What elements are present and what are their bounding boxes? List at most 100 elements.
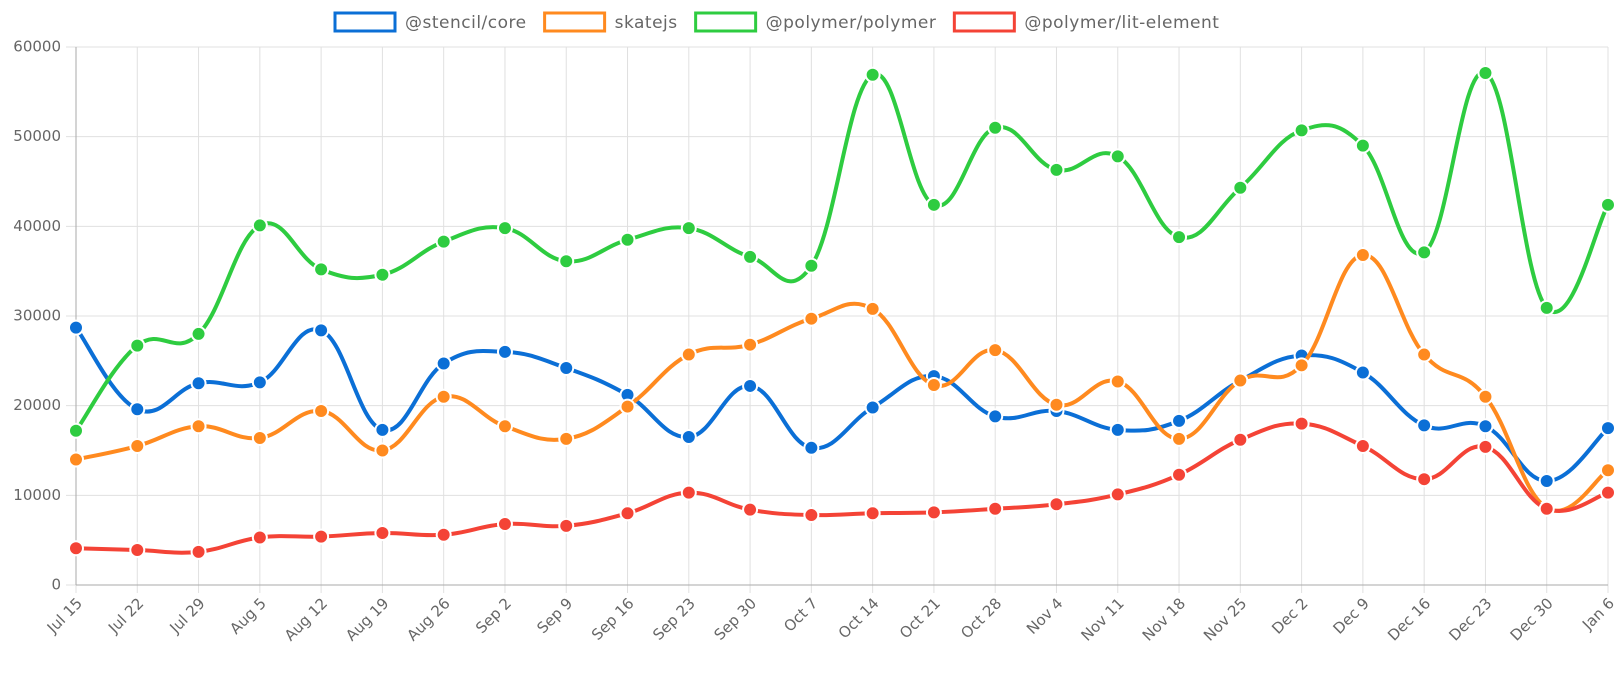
point [1109,486,1126,503]
point [558,430,575,447]
y-tick-label: 0 [51,576,61,594]
x-tick-label: Oct 21 [896,594,944,642]
legend-label: @stencil/core [405,13,527,33]
point [987,500,1004,517]
x-tick-label: Jul 29 [165,594,208,637]
point [1538,500,1555,517]
point [1416,346,1433,363]
x-tick-label: Dec 2 [1268,594,1311,637]
point [190,418,207,435]
x-tick-label: Oct 28 [957,594,1005,642]
point [496,418,513,435]
point [1354,364,1371,381]
x-tick-label: Oct 14 [835,594,883,642]
legend-label: skatejs [615,13,678,33]
point [1171,229,1188,246]
point [864,399,881,416]
point [1048,496,1065,513]
point [1354,137,1371,154]
legend-swatch [333,11,397,33]
legend-swatch [694,11,758,33]
point [313,403,330,420]
point [435,388,452,405]
point [190,543,207,560]
point [1109,148,1126,165]
point [987,342,1004,359]
point [803,257,820,274]
point [1048,396,1065,413]
point [1048,161,1065,178]
point [680,429,697,446]
x-tick-label: Jul 15 [43,594,86,637]
legend: @stencil/core skatejs @polymer/polymer @pol… [333,11,1219,33]
point [864,300,881,317]
y-tick-label: 20000 [13,396,61,414]
x-tick-label: Sep 30 [710,594,760,644]
point [1600,196,1616,213]
point [374,524,391,541]
point [374,266,391,283]
series-line [74,326,1610,483]
point [190,375,207,392]
point [129,337,146,354]
point [496,516,513,533]
point [680,346,697,363]
point [558,517,575,534]
x-tick-label: Nov 25 [1200,594,1250,644]
point [1416,417,1433,434]
series-line [74,70,1610,432]
point [1538,299,1555,316]
point [1232,179,1249,196]
point [313,261,330,278]
point [1232,372,1249,389]
point [129,438,146,455]
x-tick-label: Sep 2 [472,594,515,637]
x-tick-label: Dec 23 [1445,594,1495,644]
point [925,377,942,394]
point [680,484,697,501]
x-tick-label: Sep 23 [649,594,699,644]
point [803,439,820,456]
point [1538,472,1555,489]
series-line [75,253,1610,513]
point [1171,412,1188,429]
point [803,507,820,524]
legend-label: @polymer/lit-element [1024,13,1219,33]
point [619,398,636,415]
x-tick-label: Aug 12 [281,594,331,644]
point [374,421,391,438]
x-tick-label: Dec 16 [1384,594,1434,644]
x-tick-label: Nov 11 [1077,594,1127,644]
point [374,442,391,459]
x-tick-label: Sep 9 [533,594,576,637]
point [864,66,881,83]
point [1232,431,1249,448]
point [129,401,146,418]
point [251,217,268,234]
point [1477,418,1494,435]
point [68,540,84,557]
point [558,253,575,270]
point [987,119,1004,136]
point [496,220,513,237]
point [1293,357,1310,374]
point [1109,421,1126,438]
point [1171,430,1188,447]
x-tick-label: Aug 26 [403,594,453,644]
point [190,325,207,342]
point [925,504,942,521]
point [1109,373,1126,390]
point [987,408,1004,425]
x-tick-label: Aug 19 [342,594,392,644]
point [435,355,452,372]
point [129,542,146,559]
point [1293,122,1310,139]
point [313,322,330,339]
point [742,336,759,353]
y-tick-label: 60000 [13,38,61,56]
point [742,248,759,265]
point [1600,462,1616,479]
y-tick-label: 50000 [13,127,61,145]
point [1600,484,1616,501]
point [251,429,268,446]
